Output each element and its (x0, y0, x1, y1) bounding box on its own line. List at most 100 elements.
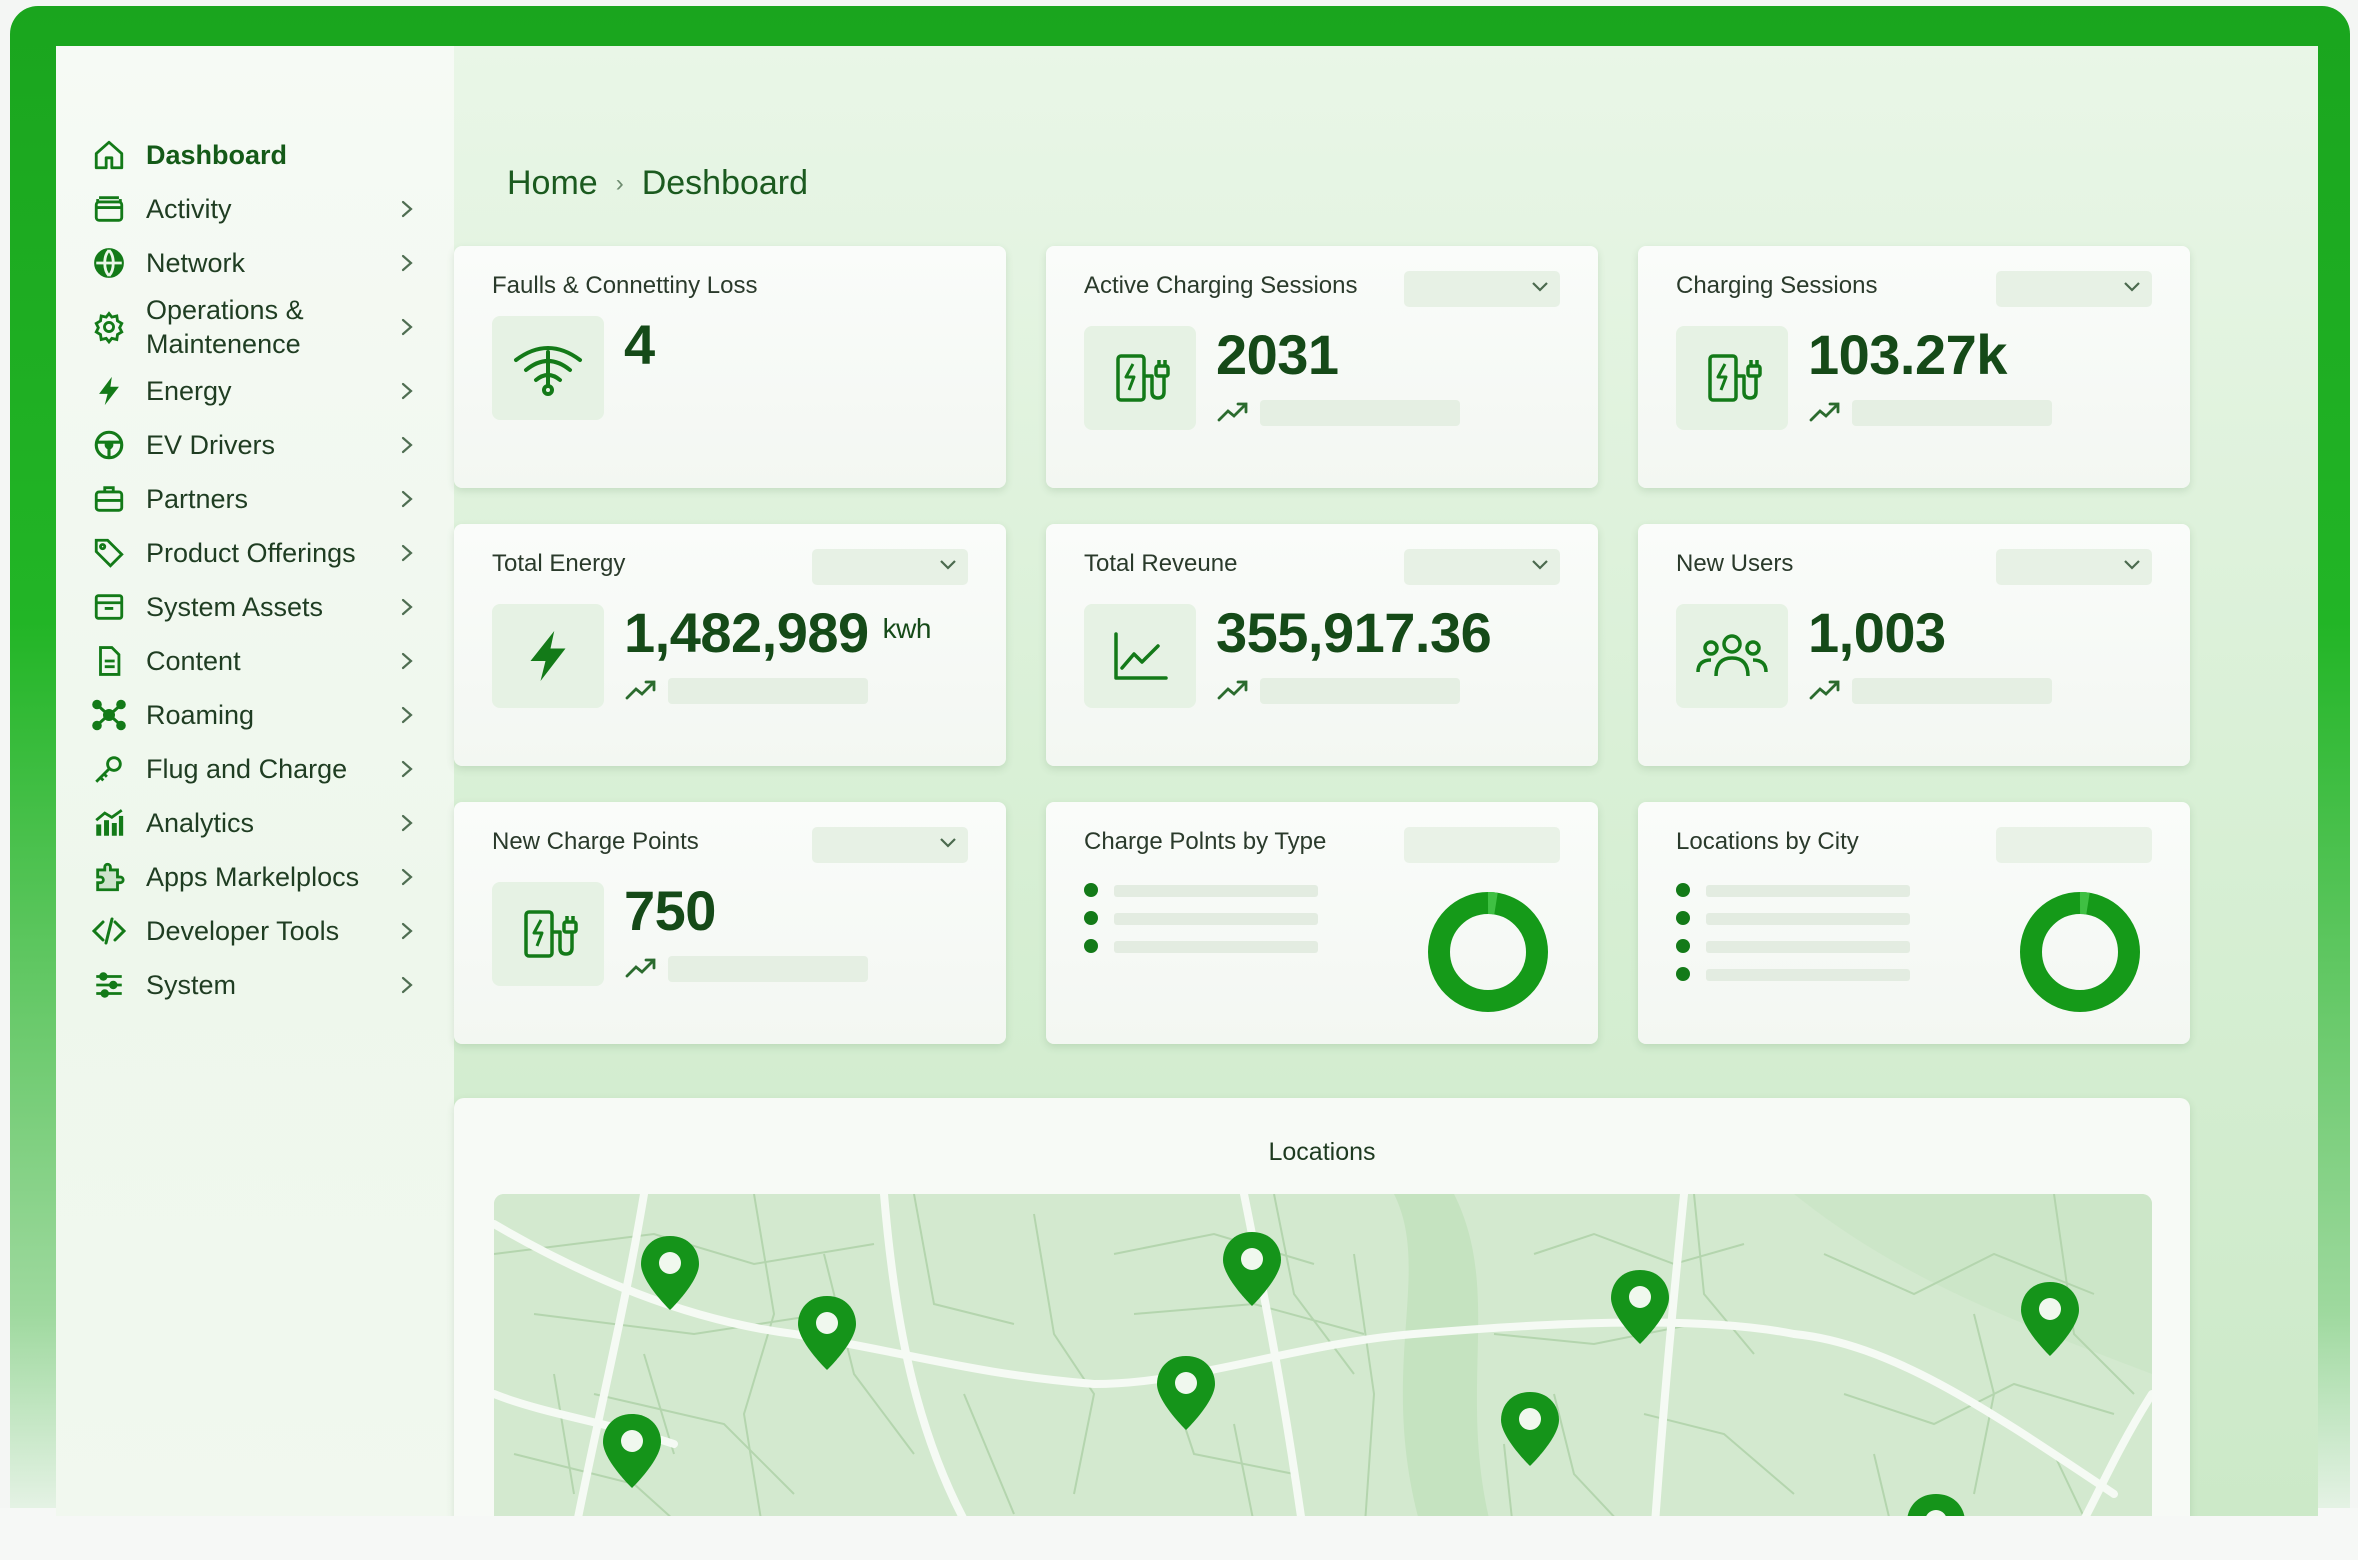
sidebar-item-analytics[interactable]: Analytics (56, 794, 454, 852)
sidebar-item-system[interactable]: System (56, 956, 454, 1014)
trend-placeholder-bar (668, 956, 868, 982)
sidebar-item-network[interactable]: Network (56, 234, 454, 292)
bolt-icon (492, 604, 604, 708)
chevron-down-icon (2122, 279, 2142, 298)
card-locations-by-city[interactable]: Locations by City (1638, 802, 2190, 1044)
code-icon (90, 912, 128, 950)
map-marker-icon[interactable] (1223, 1232, 1281, 1306)
map-marker-icon[interactable] (603, 1414, 661, 1488)
chevron-right-icon (396, 434, 418, 456)
period-dropdown[interactable] (812, 827, 968, 863)
map-marker-icon[interactable] (1157, 1356, 1215, 1430)
trend-placeholder-bar (1852, 678, 2052, 704)
trend-placeholder-bar (1852, 400, 2052, 426)
donut-chart-icon (2020, 892, 2140, 1012)
filter-placeholder[interactable] (1404, 827, 1560, 863)
sidebar-item-energy[interactable]: Energy (56, 362, 454, 420)
sidebar-item-label: Product Offerings (146, 538, 356, 568)
gear-icon (90, 308, 128, 346)
breadcrumb-home-link[interactable]: Home (507, 164, 598, 202)
home-icon (90, 136, 128, 174)
period-dropdown[interactable] (812, 549, 968, 585)
card-unit: kwh (882, 613, 932, 644)
network-hub-icon (90, 696, 128, 734)
sidebar-item-label: Partners (146, 484, 249, 514)
sidebar-item-product-offerings[interactable]: Product Offerings (56, 524, 454, 582)
sidebar-item-dashboard[interactable]: Dashboard (56, 126, 454, 184)
app-window: Dashboard Activity Network (56, 46, 2318, 1516)
legend-item (1084, 880, 1324, 900)
chevron-down-icon (1530, 279, 1550, 298)
card-title: New Users (1676, 550, 1794, 577)
period-dropdown[interactable] (1996, 549, 2152, 585)
sidebar-item-label: System Assets (146, 592, 324, 622)
card-value: 1,003 (1808, 601, 1946, 664)
sidebar-item-partners[interactable]: Partners (56, 470, 454, 528)
card-new-users[interactable]: New Users 1,003 (1638, 524, 2190, 766)
card-value-number: 1,482,989 (624, 601, 869, 664)
locations-map[interactable] (494, 1194, 2152, 1516)
sliders-icon (90, 966, 128, 1004)
map-marker-icon[interactable] (641, 1236, 699, 1310)
sidebar-item-flug-and-charge[interactable]: Flug and Charge (56, 740, 454, 798)
chevron-down-icon (938, 835, 958, 854)
card-value: 103.27k (1808, 323, 2007, 386)
sidebar-item-ev-drivers[interactable]: EV Drivers (56, 416, 454, 474)
card-new-charge-points[interactable]: New Charge Points 750 (454, 802, 1006, 1044)
sidebar-item-system-assets[interactable]: System Assets (56, 578, 454, 636)
sidebar-item-developer-tools[interactable]: Developer Tools (56, 902, 454, 960)
sidebar-item-operations[interactable]: Operations & Maintenence (56, 292, 454, 362)
period-dropdown[interactable] (1996, 271, 2152, 307)
card-title: Total Energy (492, 550, 626, 577)
sidebar-item-label: EV Drivers (146, 430, 276, 460)
legend-item (1084, 908, 1324, 928)
card-value: 355,917.36 (1216, 601, 1492, 664)
sidebar-item-label: Analytics (146, 808, 255, 838)
chevron-right-icon (396, 380, 418, 402)
breadcrumb-current: Deshboard (641, 164, 809, 202)
card-total-energy[interactable]: Total Energy 1,482,989 kwh (454, 524, 1006, 766)
chevron-right-icon (396, 812, 418, 834)
window-bottom-edge (0, 1508, 2358, 1560)
sidebar-item-content[interactable]: Content (56, 632, 454, 690)
trend-placeholder-bar (1260, 400, 1460, 426)
wifi-signal-icon (492, 316, 604, 420)
sidebar-item-label: Roaming (146, 700, 255, 730)
map-marker-icon[interactable] (1501, 1392, 1559, 1466)
map-marker-icon[interactable] (798, 1296, 856, 1370)
map-marker-icon[interactable] (1907, 1494, 1965, 1516)
chevron-right-icon (396, 650, 418, 672)
map-marker-icon[interactable] (2021, 1282, 2079, 1356)
map-marker-icon[interactable] (1611, 1270, 1669, 1344)
trend-placeholder-bar (1260, 678, 1460, 704)
card-faults-connectivity-loss[interactable]: Faulls & Connettiny Loss 4 (454, 246, 1006, 488)
card-value: 1,482,989 kwh (624, 600, 931, 665)
card-charge-points-by-type[interactable]: Charge Polnts by Type (1046, 802, 1598, 1044)
bar-chart-icon (90, 804, 128, 842)
card-total-revenue[interactable]: Total Reveune 355,917.36 (1046, 524, 1598, 766)
period-dropdown[interactable] (1404, 271, 1560, 307)
archive-icon (90, 588, 128, 626)
map-markers (603, 1232, 2079, 1516)
sidebar-item-label: Content (146, 646, 241, 676)
key-icon (90, 750, 128, 788)
card-charging-sessions[interactable]: Charging Sessions 103.27k (1638, 246, 2190, 488)
sidebar-item-label: Flug and Charge (146, 754, 348, 784)
sidebar-item-label: Apps Markelplocs (146, 862, 360, 892)
sidebar-item-activity[interactable]: Activity (56, 180, 454, 238)
sidebar-item-label: Operations & Maintenence (146, 295, 304, 359)
period-dropdown[interactable] (1404, 549, 1560, 585)
sidebar-item-roaming[interactable]: Roaming (56, 686, 454, 744)
trending-up-icon (1216, 398, 1250, 424)
chevron-right-icon (396, 758, 418, 780)
card-title: Locations by City (1676, 828, 1859, 855)
chevron-right-icon (396, 704, 418, 726)
trend-placeholder-bar (668, 678, 868, 704)
filter-placeholder[interactable] (1996, 827, 2152, 863)
legend-item (1676, 908, 1916, 928)
sidebar-item-label: Dashboard (146, 140, 288, 170)
legend-item (1084, 936, 1324, 956)
sidebar-item-apps-marketplace[interactable]: Apps Markelplocs (56, 848, 454, 906)
sidebar-item-label: System (146, 970, 237, 1000)
card-active-charging-sessions[interactable]: Active Charging Sessions 2031 (1046, 246, 1598, 488)
